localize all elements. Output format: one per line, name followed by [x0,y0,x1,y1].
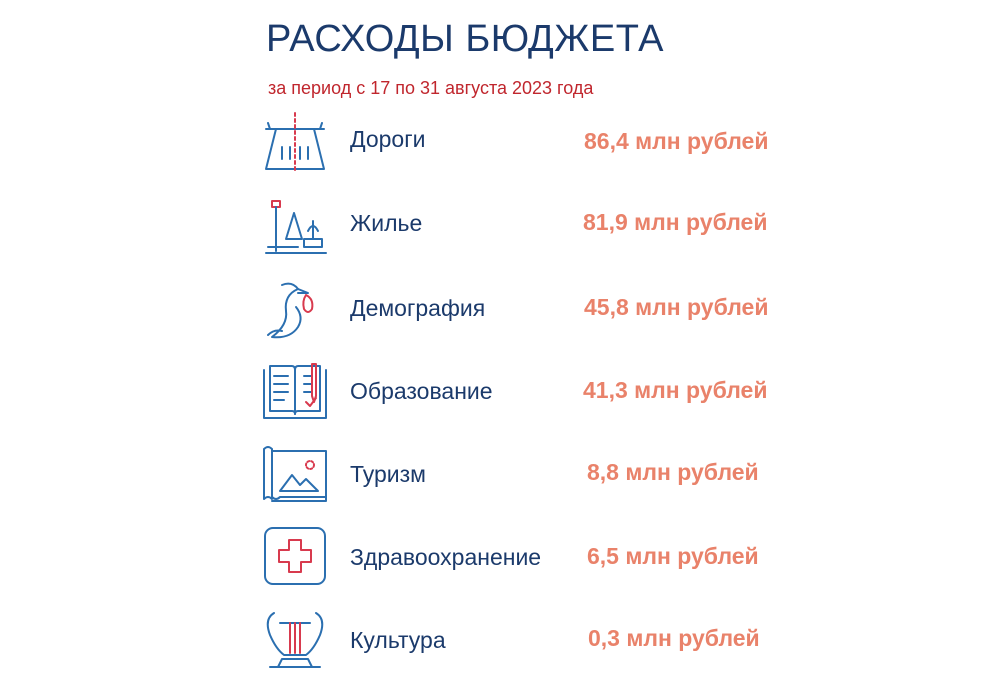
medical-cross-icon [260,524,330,594]
category-amount-healthcare: 6,5 млн рублей [587,543,759,569]
category-label-culture: Культура [350,627,446,653]
list-item: Здравоохранение 6,5 млн рублей [0,524,1000,594]
road-icon [260,107,330,177]
category-amount-roads: 86,4 млн рублей [584,128,769,154]
category-amount-culture: 0,3 млн рублей [588,625,760,651]
category-label-roads: Дороги [350,126,426,152]
list-item: Образование 41,3 млн рублей [0,358,1000,428]
category-amount-housing: 81,9 млн рублей [583,209,768,235]
category-amount-education: 41,3 млн рублей [583,377,768,403]
page-title: РАСХОДЫ БЮДЖЕТА [266,18,664,60]
list-item: Туризм 8,8 млн рублей [0,441,1000,511]
period-subtitle: за период с 17 по 31 августа 2023 года [268,78,594,98]
housing-park-icon [260,191,330,261]
map-picture-icon [260,441,330,511]
category-label-education: Образование [350,378,493,404]
category-label-demography: Демография [350,295,486,321]
list-item: Культура 0,3 млн рублей [0,607,1000,677]
category-amount-demography: 45,8 млн рублей [584,294,769,320]
stork-icon [260,275,330,345]
list-item: Дороги 86,4 млн рублей [0,107,1000,177]
category-label-housing: Жилье [350,210,423,236]
lyre-icon [260,607,330,677]
category-amount-tourism: 8,8 млн рублей [587,459,759,485]
list-item: Демография 45,8 млн рублей [0,275,1000,345]
category-label-healthcare: Здравоохранение [350,544,542,570]
list-item: Жилье 81,9 млн рублей [0,191,1000,261]
category-label-tourism: Туризм [350,461,426,487]
book-pencil-icon [260,358,330,428]
